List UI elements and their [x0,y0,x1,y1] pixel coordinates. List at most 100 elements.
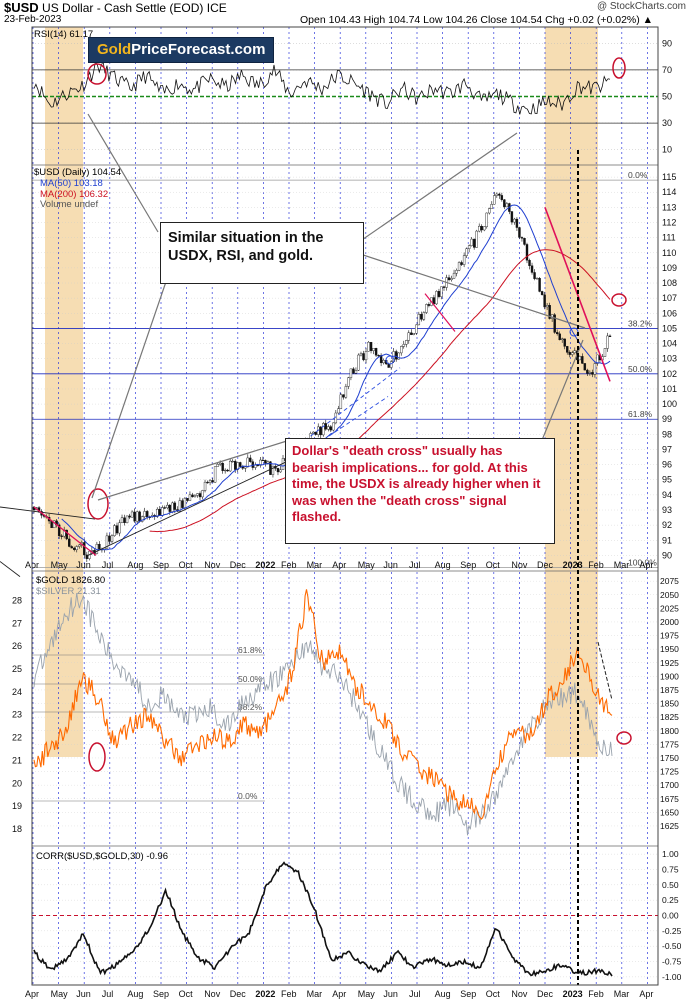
month-label: Aug [127,989,143,999]
gold-tick-label: 2000 [660,617,679,627]
silver-tick-label: 21 [12,755,22,765]
gold-tick-label: 1825 [660,712,679,722]
gold-highlight-circle [616,731,632,745]
month-label: Sep [460,560,476,570]
candle-body [322,423,325,436]
usd-tick-label: 109 [662,263,677,273]
chart-frame [31,26,659,986]
rsi-tick-label: 90 [662,38,672,48]
callout-pointer [539,339,584,446]
month-label: Jul [102,989,114,999]
candle-body [447,277,451,281]
candle-body [319,426,322,436]
candle-body [196,493,199,496]
candle-body [73,547,76,550]
candle-body [249,457,252,462]
volume-legend: Volume undef [40,199,99,210]
rsi-legend: RSI(14) 61.17 [34,29,94,40]
candle-body [244,466,247,469]
gold-tick-label: 1950 [660,644,679,654]
candle-body [171,502,174,512]
candle-body [329,426,333,431]
candle-body [208,480,212,483]
candle-body [545,305,549,308]
trend-line [87,459,291,556]
candle-body [397,352,400,360]
gold-tick-label: 1625 [660,821,679,831]
gold-tick-label: 1875 [660,685,679,695]
candle-body [538,278,541,292]
gold-fib-label: 0.0% [238,791,258,801]
callout-pointer [339,132,518,256]
candle-body [332,422,335,431]
silver-tick-label: 24 [12,687,22,697]
candle-body [223,469,227,472]
candle-body [515,218,519,228]
rsi-highlight-circle [87,63,107,85]
red-trend-line [33,506,97,556]
candle-body [377,355,380,357]
silver-tick-label: 20 [12,778,22,788]
stockcharts-watermark: @ StockCharts.com [596,1,686,12]
corr-tick-label: 0.25 [662,895,679,905]
candle-body [503,199,506,208]
candle-body [525,244,529,261]
ma50-legend: MA(50) 103.18 [40,178,103,189]
fib-level-label: 38.2% [628,318,653,328]
candle-body [216,464,219,467]
candle-body [450,278,453,281]
candle-body [460,262,463,265]
month-label: Feb [281,560,297,570]
candle-body [271,465,275,475]
candle-body [467,245,471,249]
usd-legend: $USD (Daily) 104.54 [34,167,122,178]
month-label: Nov [204,989,221,999]
candle-body [206,481,209,484]
candle-body [490,204,493,209]
candle-body [193,495,197,498]
candle-body [540,291,544,295]
candle-body [495,193,499,196]
rsi-highlight-circle [612,57,626,79]
candle-body [347,377,350,387]
month-label: Feb [588,989,604,999]
month-label: Nov [511,989,528,999]
candle-body [573,350,576,353]
death-cross-callout: Dollar's "death cross" usually has beari… [285,438,555,544]
red-trend-line [544,207,611,382]
candle-body [608,335,612,337]
candle-body [203,481,207,491]
candle-body [173,502,177,510]
candle-body [166,504,169,509]
candle-body [115,525,119,534]
channel-line [304,367,401,441]
silver-tick-label: 25 [12,664,22,674]
candle-body [246,457,249,468]
month-label: Jun [383,989,398,999]
gold-fib-label: 61.8% [238,645,263,655]
month-label: Jul [102,560,114,570]
month-label: Jun [76,560,91,570]
candle-body [110,535,114,542]
candle-body [161,507,164,516]
candle-body [571,352,574,355]
candle-body [543,294,546,308]
candle-body [85,554,89,559]
candle-body [123,517,126,523]
candle-body [234,460,237,470]
usd-tick-label: 108 [662,278,677,288]
candle-body [218,462,222,465]
candle-body [334,412,338,424]
trend-line [0,506,96,520]
month-label: Mar [307,989,323,999]
candle-body [530,265,534,273]
candle-body [98,543,101,550]
candle-body [555,332,559,335]
candle-body [505,203,509,208]
candle-body [563,338,566,347]
corr-line [33,861,613,977]
candle-body [266,461,270,464]
candle-body [566,346,569,353]
candle-body [415,324,418,334]
